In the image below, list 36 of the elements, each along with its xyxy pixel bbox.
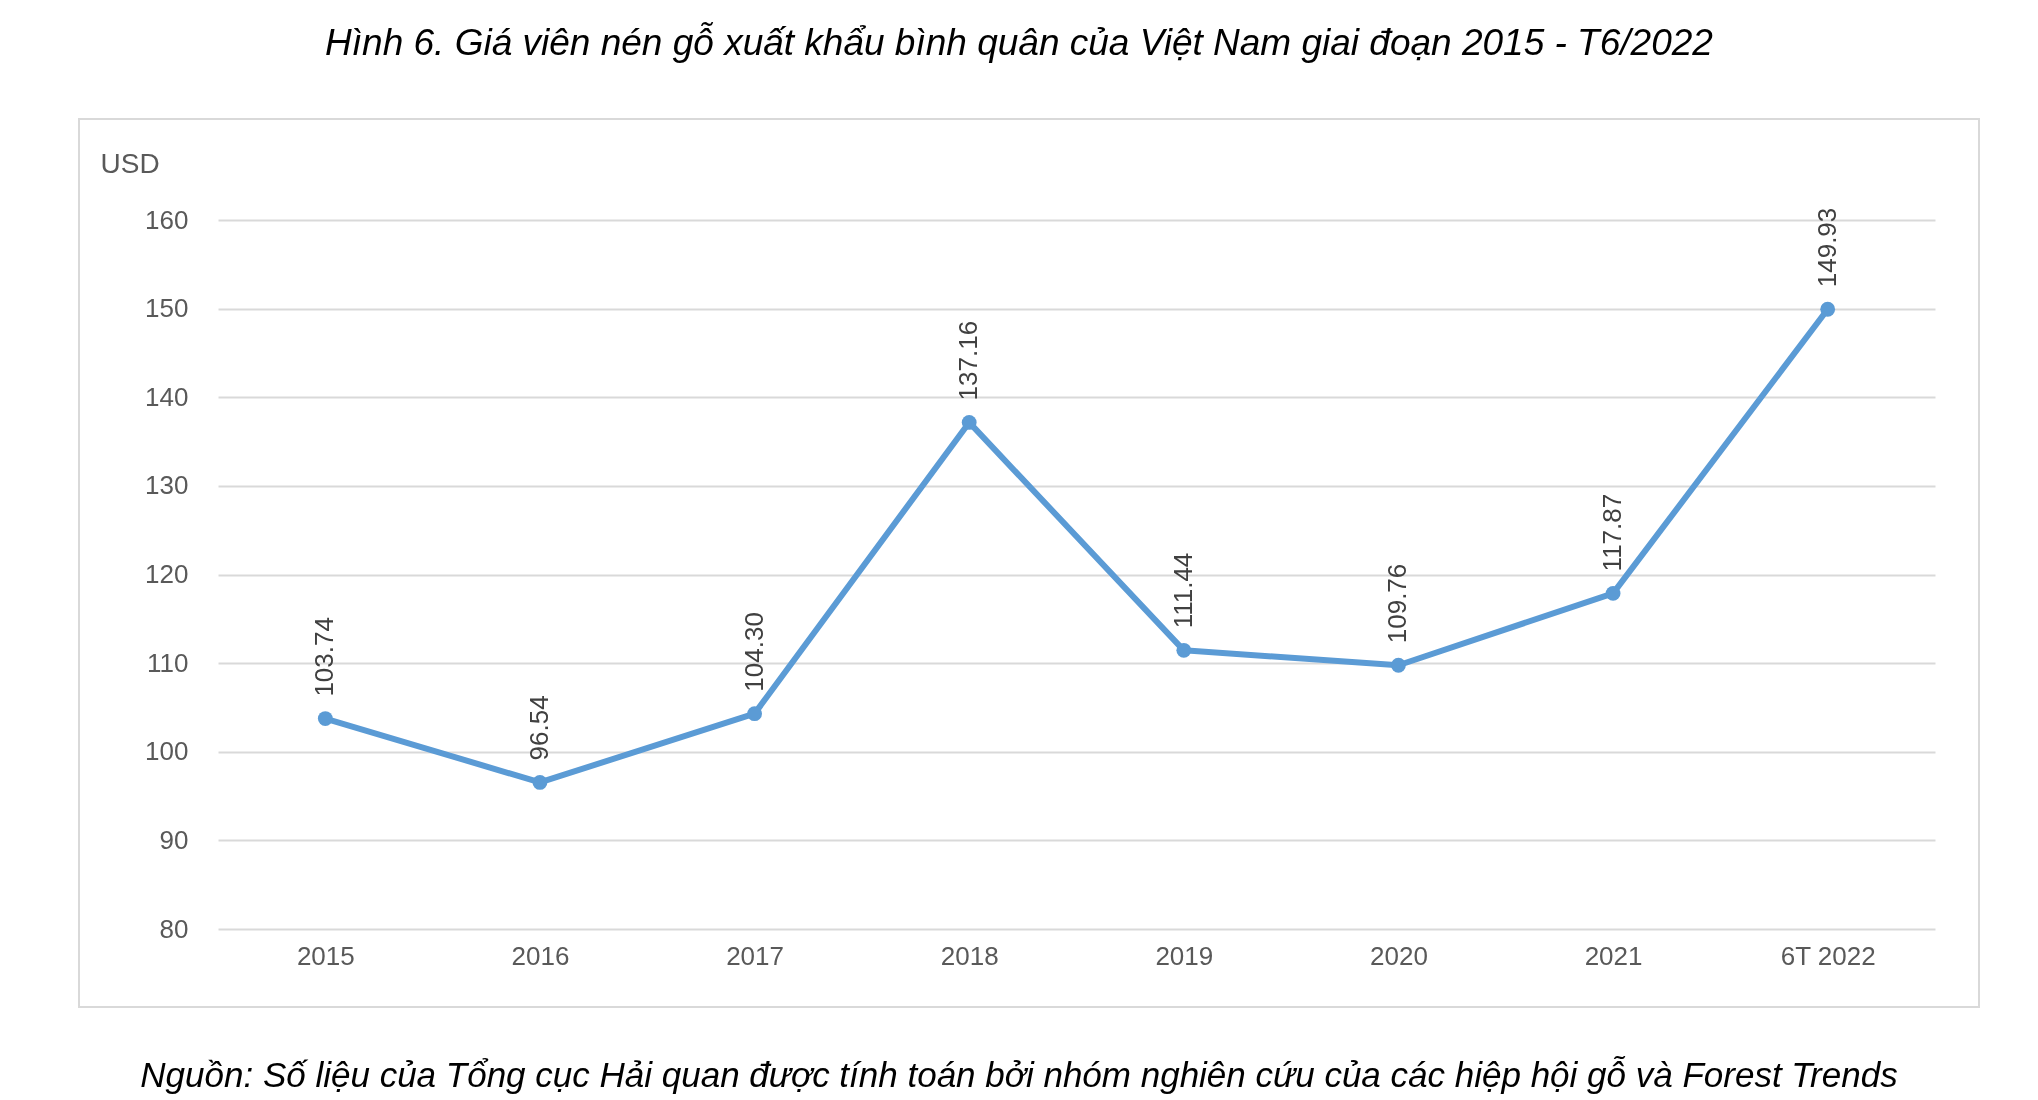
y-tick-label: 100 (145, 736, 189, 767)
y-tick-label: 150 (145, 293, 189, 324)
y-tick-label: 140 (145, 381, 189, 412)
text: 117.87 (1597, 493, 1628, 572)
point (532, 775, 548, 790)
text: Nguồn: Số liệu của Tổng cục Hải quan được tính toán bởi nhóm nghiên cứu của các hiệp hội gỗ và Forest Trends (139, 1055, 1899, 1095)
point (1176, 642, 1192, 658)
y-tick-label: 160 (145, 204, 189, 235)
x-tick-label: 2017 (726, 940, 784, 971)
point (1605, 585, 1621, 601)
x-tick-label: 2016 (511, 940, 570, 971)
x-tick-label: 2019 (1155, 940, 1214, 971)
x-tick-label: 2015 (296, 940, 355, 971)
point (747, 706, 762, 722)
y-tick-label: 80 (159, 913, 189, 944)
y-tick-label: 120 (145, 559, 189, 589)
x-tick-label: 6T 2022 (1780, 940, 1876, 971)
text: 137.16 (953, 320, 984, 401)
point (961, 415, 977, 430)
y-tick-label: 110 (147, 647, 189, 678)
text: 104.30 (738, 612, 769, 692)
point (1391, 657, 1406, 673)
x-tick-label: 2020 (1370, 940, 1428, 971)
text: 149.93 (1811, 207, 1842, 288)
y-tick-label: 130 (145, 470, 189, 501)
x-tick-label: 2021 (1584, 940, 1643, 971)
chart-title: Hình 6. Giá viên nén gỗ xuất khẩu bình quân của Việt Nam giai đoạn 2015 - T6/2022 (324, 22, 1714, 64)
text: 96.54 (523, 695, 554, 761)
text: 109.76 (1382, 563, 1413, 644)
text: 103.74 (309, 617, 340, 697)
y-tick-label: 90 (159, 824, 189, 855)
point (1820, 301, 1836, 317)
text: 111.44 (1167, 552, 1198, 629)
point (317, 711, 333, 727)
y-axis-title: USD (100, 147, 160, 179)
x-tick-label: 2018 (940, 940, 999, 971)
